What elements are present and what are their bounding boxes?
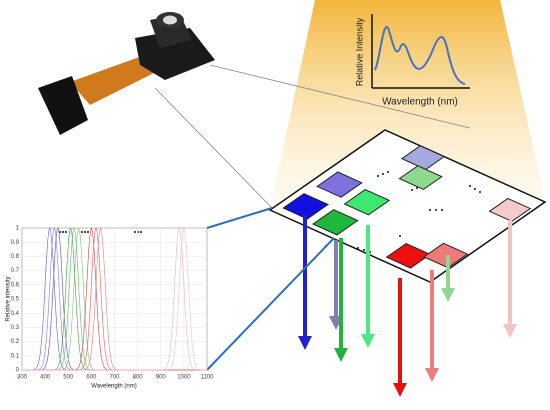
inset-y-label: Relative Intensity <box>354 17 364 86</box>
y-tick-label: 0.1 <box>11 353 20 359</box>
y-tick-label: 0.7 <box>11 268 20 274</box>
x-tick-label: 400 <box>40 375 51 381</box>
plot-dots <box>59 231 142 233</box>
camera-module <box>38 12 215 135</box>
x-tick-label: 1000 <box>177 375 191 381</box>
light-arrows <box>298 215 517 397</box>
filter-plot: Relative intensity Wavelength (nm) 300 40… <box>6 226 215 390</box>
inset-x-label: Wavelength (nm) <box>382 97 458 108</box>
y-tick-label: 0.5 <box>11 297 20 303</box>
x-tick-label: 600 <box>86 375 97 381</box>
filter-mosaic <box>270 130 545 282</box>
x-tick-label: 300 <box>17 375 28 381</box>
spectrum-curve <box>374 26 466 85</box>
x-tick-label: 1100 <box>201 375 215 381</box>
x-tick-label: 700 <box>109 375 120 381</box>
light-beam <box>270 0 545 210</box>
y-tick-label: 0.9 <box>11 240 20 246</box>
x-tick-label: 500 <box>63 375 74 381</box>
y-tick-label: 0.8 <box>11 254 20 260</box>
zoom-line <box>154 87 273 209</box>
x-tick-label: 900 <box>156 375 167 381</box>
y-tick-label: 0.3 <box>11 325 20 331</box>
y-tick-label: 0.4 <box>11 311 20 317</box>
zoom-line <box>209 64 471 129</box>
spectrum-inset: Relative Intensity Wavelength (nm) <box>354 14 470 108</box>
y-tick-label: 0.2 <box>11 339 20 345</box>
x-tick-label: 800 <box>133 375 144 381</box>
zoom-line <box>206 207 273 229</box>
zoom-line <box>206 237 335 371</box>
y-tick-label: 0 <box>16 368 20 374</box>
y-tick-label: 1 <box>16 226 20 232</box>
plot-x-label: Wavelength (nm) <box>91 384 136 390</box>
plot-y-label: Relative intensity <box>6 276 12 321</box>
y-tick-label: 0.6 <box>11 282 20 288</box>
filter-curve <box>22 227 207 371</box>
